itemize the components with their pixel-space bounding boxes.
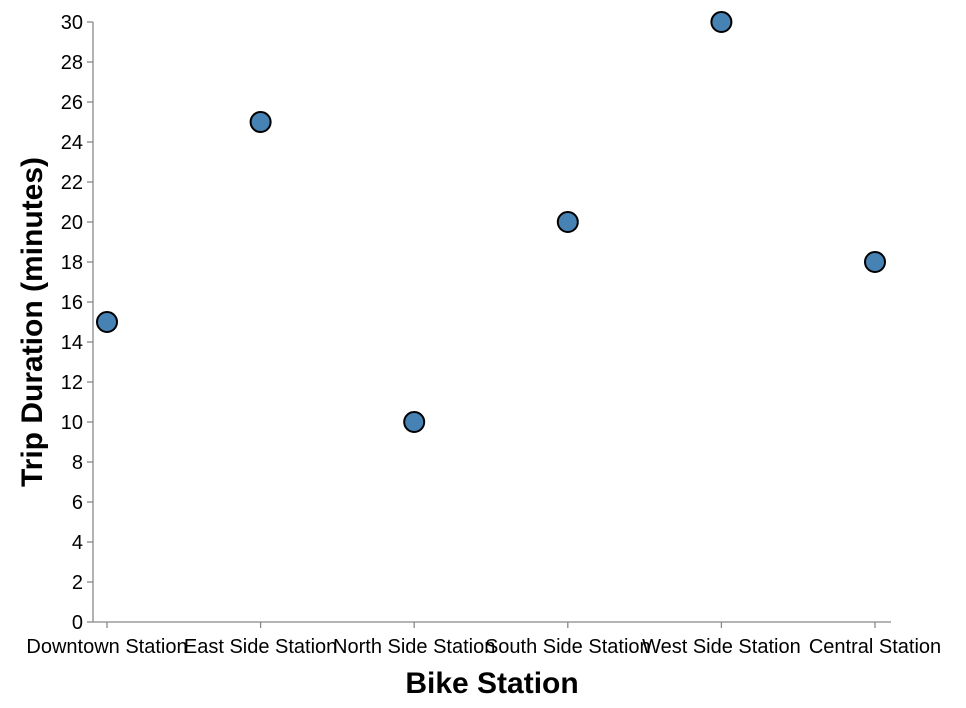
data-points xyxy=(96,11,886,433)
data-point xyxy=(403,411,426,433)
y-tick-label: 0 xyxy=(72,612,83,634)
x-tick-label: Downtown Station xyxy=(26,636,187,658)
y-tick-label: 28 xyxy=(61,52,83,74)
y-tick-label: 8 xyxy=(72,452,83,474)
y-tick-label: 26 xyxy=(61,92,83,114)
data-point xyxy=(710,11,733,33)
y-tick-label: 18 xyxy=(61,252,83,274)
y-tick-label: 22 xyxy=(61,172,83,194)
x-tick-label: South Side Station xyxy=(485,636,651,658)
x-tick-label: Central Station xyxy=(809,636,941,658)
y-axis-title: Trip Duration (minutes) xyxy=(16,157,49,487)
y-tick-label: 14 xyxy=(61,332,83,354)
x-tick-label: East Side Station xyxy=(184,636,337,658)
y-tick-label: 6 xyxy=(72,492,83,514)
data-point xyxy=(556,211,579,233)
y-tick-label: 12 xyxy=(61,372,83,394)
y-tick-label: 10 xyxy=(61,412,83,434)
y-tick-label: 24 xyxy=(61,132,83,154)
data-point xyxy=(249,111,272,133)
data-point xyxy=(96,311,118,333)
y-tick-label: 30 xyxy=(61,12,83,34)
y-tick-label: 4 xyxy=(72,532,83,554)
x-tick-label: North Side Station xyxy=(333,636,495,658)
x-axis-title: Bike Station xyxy=(405,667,578,700)
x-tick-label: West Side Station xyxy=(642,636,801,658)
data-point xyxy=(864,251,886,273)
y-tick-label: 20 xyxy=(61,212,83,234)
y-tick-label: 2 xyxy=(72,572,83,594)
y-tick-label: 16 xyxy=(61,292,83,314)
